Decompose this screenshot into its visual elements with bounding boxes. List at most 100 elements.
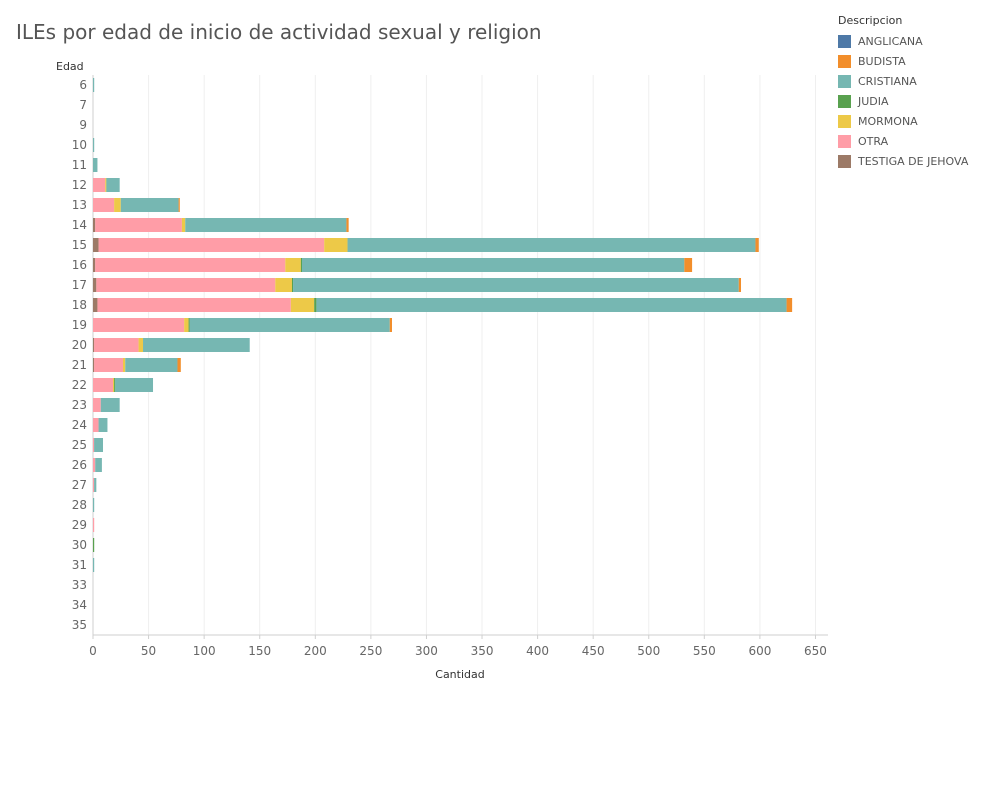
bar-segment xyxy=(96,278,276,292)
x-tick-label: 550 xyxy=(693,644,716,658)
legend-swatch xyxy=(838,134,851,148)
legend-item[interactable]: ANGLICANA xyxy=(838,31,998,51)
legend-label: CRISTIANA xyxy=(858,74,917,88)
bar-segment xyxy=(684,258,693,272)
bar-segment xyxy=(93,78,95,92)
x-tick-label: 50 xyxy=(141,644,156,658)
y-tick-label: 14 xyxy=(72,218,87,232)
bar-segment xyxy=(93,418,99,432)
bar-segment xyxy=(93,458,96,472)
bar-segment xyxy=(95,258,286,272)
bar-segment xyxy=(123,358,126,372)
y-tick-label: 13 xyxy=(72,198,87,212)
bar-segment xyxy=(94,358,124,372)
bar-segment xyxy=(324,238,348,252)
legend-swatch xyxy=(838,154,851,168)
bar-segment xyxy=(93,518,95,532)
y-tick-label: 27 xyxy=(72,478,87,492)
legend-label: ANGLICANA xyxy=(858,34,923,48)
legend-swatch xyxy=(838,74,851,88)
bar-segment xyxy=(93,238,99,252)
bar-segment xyxy=(138,338,144,352)
legend-swatch xyxy=(838,114,851,128)
bar-segment xyxy=(94,438,104,452)
bar-segment xyxy=(93,218,96,232)
bar-segment xyxy=(93,298,98,312)
y-tick-label: 11 xyxy=(72,158,87,172)
legend-label: JUDIA xyxy=(858,94,889,108)
y-tick-label: 35 xyxy=(72,618,87,632)
bar-segment xyxy=(93,318,185,332)
x-tick-label: 450 xyxy=(582,644,605,658)
bar-segment xyxy=(105,178,107,192)
bar-segment xyxy=(94,338,139,352)
bar-segment xyxy=(93,278,97,292)
y-tick-label: 21 xyxy=(72,358,87,372)
bar-segment xyxy=(125,358,178,372)
bar-segment xyxy=(93,358,95,372)
y-tick-label: 22 xyxy=(72,378,87,392)
x-tick-label: 350 xyxy=(471,644,494,658)
bar-segment xyxy=(346,218,349,232)
bar-segment xyxy=(93,558,95,572)
y-tick-label: 16 xyxy=(72,258,87,272)
x-tick-label: 300 xyxy=(415,644,438,658)
bar-segment xyxy=(93,438,95,452)
bar-segment xyxy=(93,478,95,492)
bar-segment xyxy=(95,218,182,232)
legend: Descripcion ANGLICANA BUDISTA CRISTIANA JUD… xyxy=(838,14,998,171)
bar-segment xyxy=(100,398,120,412)
y-tick-label: 20 xyxy=(72,338,87,352)
x-tick-label: 250 xyxy=(359,644,382,658)
bar-segment xyxy=(285,258,301,272)
y-tick-label: 31 xyxy=(72,558,87,572)
bar-segment xyxy=(114,378,116,392)
bar-segment xyxy=(106,178,120,192)
legend-swatch xyxy=(838,34,851,48)
bar-segment xyxy=(98,238,325,252)
bar-segment xyxy=(177,358,181,372)
legend-label: TESTIGA DE JEHOVA xyxy=(858,154,969,168)
y-tick-label: 15 xyxy=(72,238,87,252)
bar-segment xyxy=(93,498,95,512)
legend-label: OTRA xyxy=(858,134,889,148)
bar-segment xyxy=(786,298,793,312)
legend-item[interactable]: MORMONA xyxy=(838,111,998,131)
bar-segment xyxy=(93,338,95,352)
legend-swatch xyxy=(838,54,851,68)
legend-item[interactable]: OTRA xyxy=(838,131,998,151)
bar-segment xyxy=(98,418,108,432)
y-tick-label: 9 xyxy=(79,118,87,132)
y-tick-label: 30 xyxy=(72,538,87,552)
x-tick-label: 150 xyxy=(248,644,271,658)
x-tick-label: 0 xyxy=(89,644,97,658)
bar-segment xyxy=(290,298,315,312)
bar-segment xyxy=(93,178,106,192)
bar-segment xyxy=(316,298,787,312)
bar-segment xyxy=(114,198,121,212)
legend-item[interactable]: BUDISTA xyxy=(838,51,998,71)
y-tick-label: 25 xyxy=(72,438,87,452)
bar-segment xyxy=(115,378,154,392)
bar-segment xyxy=(93,538,95,552)
legend-swatch xyxy=(838,94,851,108)
legend-item[interactable]: TESTIGA DE JEHOVA xyxy=(838,151,998,171)
bar-segment xyxy=(347,238,756,252)
y-tick-label: 18 xyxy=(72,298,87,312)
bar-segment xyxy=(300,258,303,272)
legend-title: Descripcion xyxy=(838,14,903,27)
bar-segment xyxy=(120,198,179,212)
legend-item[interactable]: JUDIA xyxy=(838,91,998,111)
bar-segment xyxy=(93,378,114,392)
bar-segment xyxy=(97,298,291,312)
chart-title: ILEs por edad de inicio de actividad sex… xyxy=(16,20,542,44)
x-tick-label: 100 xyxy=(193,644,216,658)
bar-segment xyxy=(275,278,292,292)
bar-segment xyxy=(95,458,102,472)
legend-item[interactable]: CRISTIANA xyxy=(838,71,998,91)
bar-segment xyxy=(301,258,685,272)
x-tick-label: 500 xyxy=(637,644,660,658)
bar-segment xyxy=(181,218,186,232)
bar-segment xyxy=(94,478,97,492)
